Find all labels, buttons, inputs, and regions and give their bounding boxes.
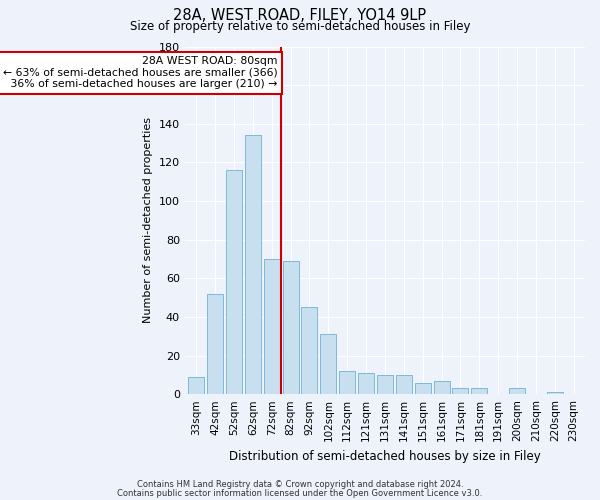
Bar	[339, 371, 355, 394]
Bar	[263, 259, 280, 394]
Text: Contains HM Land Registry data © Crown copyright and database right 2024.: Contains HM Land Registry data © Crown c…	[137, 480, 463, 489]
X-axis label: Distribution of semi-detached houses by size in Filey: Distribution of semi-detached houses by …	[229, 450, 541, 462]
Bar	[547, 392, 563, 394]
Text: Contains public sector information licensed under the Open Government Licence v3: Contains public sector information licen…	[118, 488, 482, 498]
Bar	[207, 294, 223, 394]
Bar	[377, 375, 393, 394]
Bar	[509, 388, 525, 394]
Text: 28A, WEST ROAD, FILEY, YO14 9LP: 28A, WEST ROAD, FILEY, YO14 9LP	[173, 8, 427, 22]
Bar	[283, 261, 299, 394]
Bar	[452, 388, 469, 394]
Bar	[358, 373, 374, 394]
Bar	[320, 334, 337, 394]
Bar	[301, 308, 317, 394]
Bar	[226, 170, 242, 394]
Bar	[415, 382, 431, 394]
Y-axis label: Number of semi-detached properties: Number of semi-detached properties	[143, 118, 154, 324]
Bar	[471, 388, 487, 394]
Bar	[188, 377, 204, 394]
Bar	[396, 375, 412, 394]
Bar	[434, 380, 449, 394]
Bar	[245, 136, 261, 394]
Text: 28A WEST ROAD: 80sqm
← 63% of semi-detached houses are smaller (366)
   36% of s: 28A WEST ROAD: 80sqm ← 63% of semi-detac…	[0, 56, 277, 90]
Text: Size of property relative to semi-detached houses in Filey: Size of property relative to semi-detach…	[130, 20, 470, 33]
